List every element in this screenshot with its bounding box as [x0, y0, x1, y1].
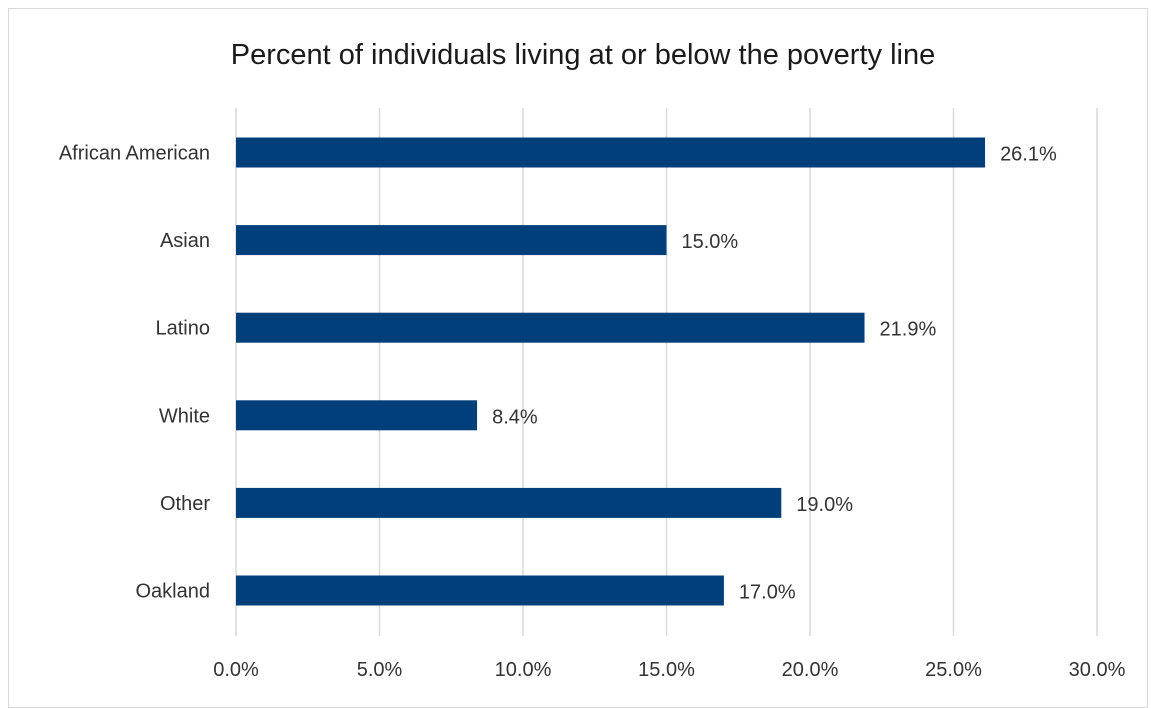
category-label: Other — [160, 493, 210, 515]
x-tick-label: 15.0% — [638, 659, 695, 681]
x-axis-tick-labels: 0.0% 5.0% 10.0% 15.0% 20.0% 25.0% 30.0% — [213, 659, 1125, 681]
chart-title: Percent of individuals living at or belo… — [231, 39, 935, 71]
category-label: White — [159, 405, 210, 427]
category-label: Oakland — [136, 581, 211, 603]
gridlines — [235, 108, 1098, 636]
category-label: African American — [59, 143, 210, 165]
x-tick-label: 30.0% — [1069, 659, 1126, 681]
bar — [236, 137, 986, 168]
data-label: 21.9% — [880, 319, 937, 341]
bar — [236, 400, 478, 431]
bars — [236, 137, 986, 606]
data-labels: 26.1% 15.0% 21.9% 8.4% 19.0% 17.0% — [492, 144, 1057, 604]
x-tick-label: 5.0% — [357, 659, 403, 681]
bar — [236, 487, 782, 518]
x-tick-label: 25.0% — [925, 659, 982, 681]
bar — [236, 575, 724, 606]
data-label: 15.0% — [682, 231, 739, 253]
x-tick-label: 20.0% — [782, 659, 839, 681]
category-labels: African American Asian Latino White Other Oak… — [59, 143, 211, 603]
category-label: Asian — [160, 230, 210, 252]
bar — [236, 225, 667, 256]
category-label: Latino — [156, 318, 211, 340]
data-label: 17.0% — [739, 582, 796, 604]
x-tick-label: 10.0% — [495, 659, 552, 681]
data-label: 26.1% — [1000, 144, 1057, 166]
data-label: 8.4% — [492, 406, 538, 428]
bar — [236, 312, 865, 343]
x-tick-label: 0.0% — [213, 659, 259, 681]
data-label: 19.0% — [796, 494, 853, 516]
